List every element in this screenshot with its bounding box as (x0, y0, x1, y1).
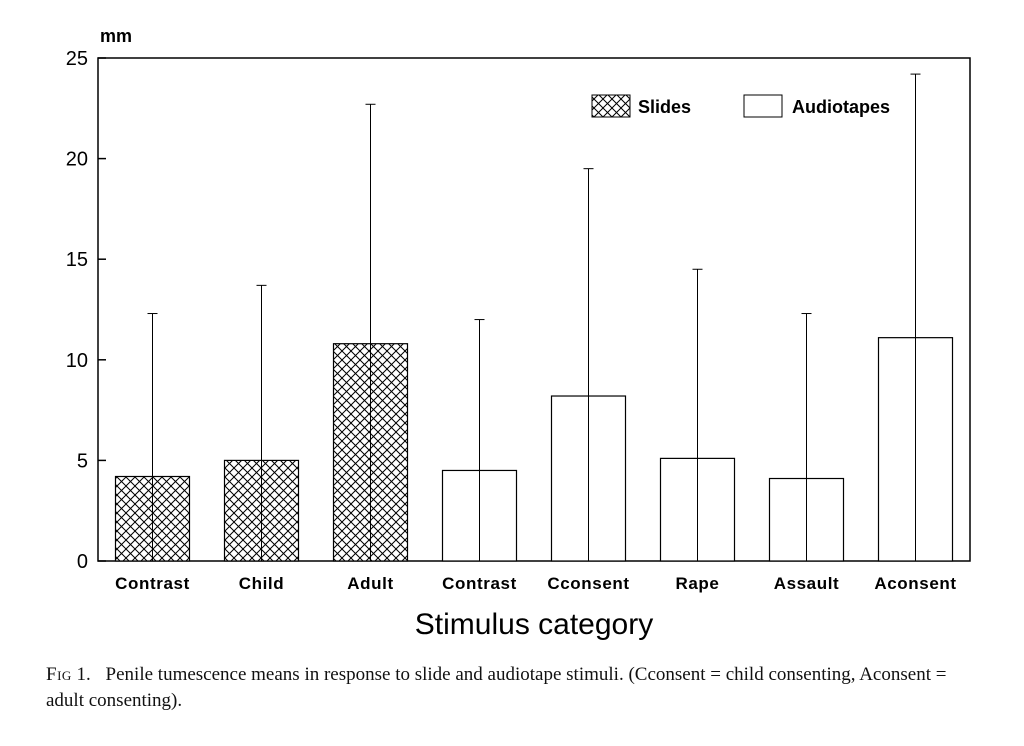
x-tick-label: Child (239, 574, 285, 593)
caption-number: 1. (76, 664, 91, 685)
bar-series (114, 73, 954, 562)
legend-label-audiotapes: Audiotapes (792, 97, 890, 117)
y-tick-label: 15 (66, 249, 88, 271)
legend-swatch-audiotapes (743, 94, 783, 118)
x-tick-label: Contrast (442, 574, 517, 593)
y-tick-label: 10 (66, 350, 88, 372)
x-tick-label: Cconsent (547, 574, 629, 593)
y-axis: 0 5 10 15 20 25 (66, 48, 106, 573)
plot-area-frame (97, 57, 971, 562)
y-tick-label: 5 (77, 450, 88, 472)
caption-lead: Fig (46, 664, 72, 685)
x-tick-label: Aconsent (874, 574, 956, 593)
x-tick-label: Adult (347, 574, 393, 593)
x-tick-label: Contrast (115, 574, 190, 593)
y-tick-label: 0 (77, 551, 88, 573)
legend-label-slides: Slides (638, 97, 691, 117)
y-tick-label: 25 (66, 48, 88, 70)
x-axis-title: Stimulus category (415, 608, 653, 641)
x-tick-label: Rape (676, 574, 720, 593)
legend-swatch-slides (591, 94, 631, 118)
y-axis-unit-label: mm (100, 26, 132, 46)
caption-text: Penile tumescence means in response to s… (46, 664, 947, 711)
legend: Slides Audiotapes (591, 94, 890, 118)
y-tick-label: 20 (66, 149, 88, 171)
x-axis: Contrast Child Adult Contrast Cconsent Rape As… (115, 574, 956, 593)
figure-caption: Fig 1. Penile tumescence means in respon… (46, 662, 976, 714)
x-tick-label: Assault (774, 574, 840, 593)
